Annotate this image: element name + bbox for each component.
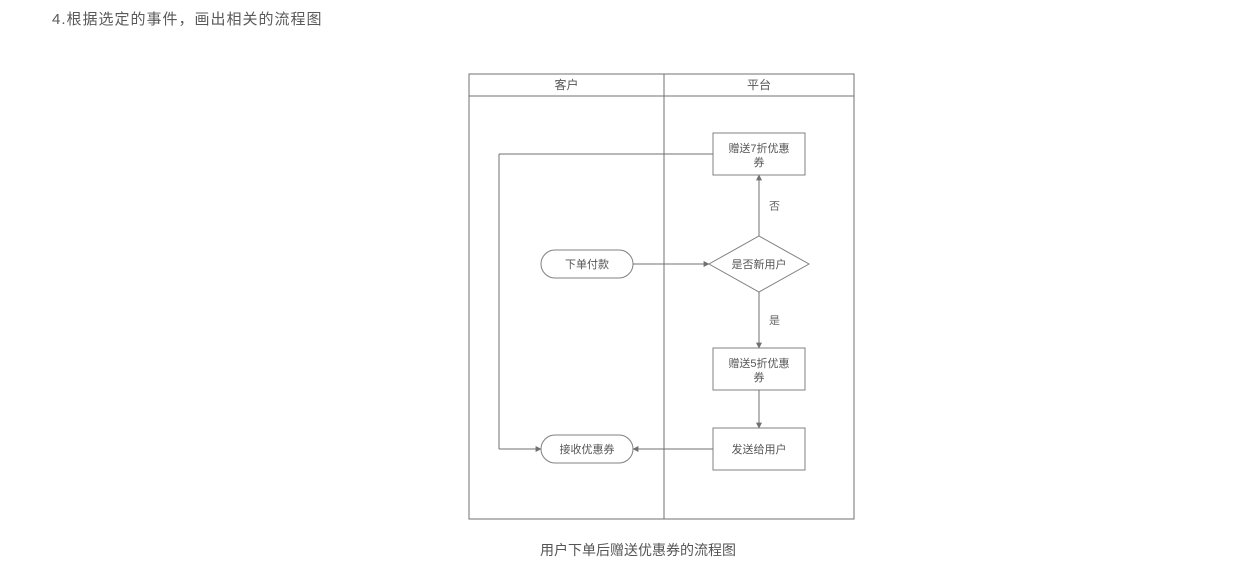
node-isnew-label: 是否新用户 bbox=[732, 257, 787, 271]
edge-label-no: 否 bbox=[769, 201, 780, 213]
node-receive-label: 接收优惠券 bbox=[560, 442, 615, 456]
node-order-label: 下单付款 bbox=[565, 257, 609, 271]
edge-label-yes: 是 bbox=[769, 314, 780, 327]
lane-header-platform: 平台 bbox=[747, 77, 771, 92]
node-coupon7-label-l2: 券 bbox=[754, 155, 765, 169]
node-coupon5-label-l1: 赠送5折优惠 bbox=[728, 356, 789, 370]
flowchart-swimlane: 客户平台下单付款接收优惠券赠送7折优惠券是否新用户赠送5折优惠券发送给用户否是 bbox=[465, 70, 865, 535]
node-send-label: 发送给用户 bbox=[732, 442, 787, 456]
node-coupon5-label-l2: 券 bbox=[754, 370, 765, 384]
section-heading: 4.根据选定的事件，画出相关的流程图 bbox=[52, 8, 323, 29]
figure-caption: 用户下单后赠送优惠券的流程图 bbox=[540, 540, 736, 560]
node-coupon7-label-l1: 赠送7折优惠 bbox=[728, 141, 789, 155]
lane-header-customer: 客户 bbox=[554, 77, 578, 92]
